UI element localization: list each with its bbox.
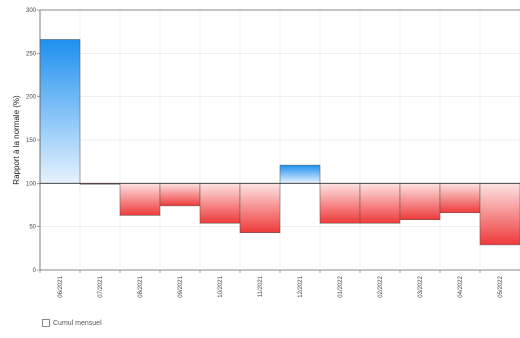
x-tick-label: 01/2022 bbox=[338, 275, 344, 297]
y-tick-label: 150 bbox=[26, 138, 37, 144]
legend-swatch bbox=[42, 319, 50, 327]
bar bbox=[279, 164, 321, 184]
x-tick-label: 03/2022 bbox=[418, 275, 424, 297]
y-tick-labels: 0 50 100 150 200 250 300 bbox=[26, 8, 37, 274]
legend: Cumul mensuel bbox=[42, 319, 102, 327]
x-tick-label: 04/2022 bbox=[458, 275, 464, 297]
bar bbox=[239, 183, 281, 233]
x-tick-label: 09/2021 bbox=[178, 275, 184, 297]
x-tick-label: 08/2021 bbox=[138, 275, 144, 297]
x-tick-label: 07/2021 bbox=[98, 275, 104, 297]
bar bbox=[119, 183, 161, 216]
y-tick-label: 200 bbox=[26, 95, 37, 101]
bar bbox=[39, 39, 81, 184]
y-axis-title: Rapport à la normale (%) bbox=[12, 95, 21, 185]
y-tick-label: 300 bbox=[26, 8, 37, 14]
bar bbox=[359, 183, 401, 224]
bar bbox=[479, 183, 520, 246]
x-tick-label: 10/2021 bbox=[218, 275, 224, 297]
y-tick-label: 50 bbox=[29, 225, 36, 231]
bar bbox=[199, 183, 241, 224]
x-tick-label: 12/2021 bbox=[298, 275, 304, 297]
bar bbox=[319, 183, 361, 224]
axes bbox=[37, 9, 520, 273]
bars bbox=[39, 39, 520, 246]
x-tick-label: 02/2022 bbox=[378, 275, 384, 297]
x-tick-labels: 06/2021 07/2021 08/2021 09/2021 10/2021 11/20… bbox=[58, 275, 504, 297]
x-tick-label: 06/2021 bbox=[58, 275, 64, 297]
y-tick-label: 0 bbox=[33, 268, 37, 274]
y-tick-label: 100 bbox=[26, 181, 37, 187]
bar bbox=[159, 183, 201, 207]
x-tick-label: 05/2022 bbox=[498, 275, 504, 297]
bar bbox=[439, 183, 481, 214]
x-tick-label: 11/2021 bbox=[258, 275, 264, 297]
legend-label: Cumul mensuel bbox=[53, 319, 102, 327]
y-tick-label: 250 bbox=[26, 51, 37, 57]
bar bbox=[399, 183, 441, 220]
